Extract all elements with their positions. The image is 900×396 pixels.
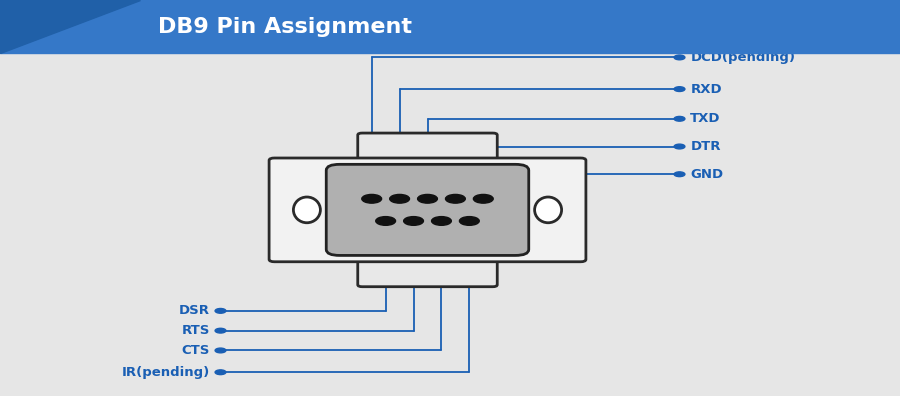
FancyBboxPatch shape [269,158,586,262]
Circle shape [432,217,451,225]
Circle shape [403,217,423,225]
Text: IR(pending): IR(pending) [122,366,210,379]
Text: TXD: TXD [690,112,721,125]
Text: RXD: RXD [690,83,722,95]
Ellipse shape [293,197,320,223]
Circle shape [459,217,479,225]
Circle shape [446,194,465,203]
FancyBboxPatch shape [357,255,497,287]
Text: GND: GND [690,168,724,181]
Circle shape [215,328,226,333]
Circle shape [674,144,685,149]
Bar [0,0,900,53]
FancyBboxPatch shape [357,133,497,165]
Text: DSR: DSR [179,305,210,317]
Text: DB9 Pin Assignment: DB9 Pin Assignment [158,17,411,37]
Text: DCD(pending): DCD(pending) [690,51,796,64]
Polygon shape [0,0,140,53]
Text: CTS: CTS [181,344,210,357]
Circle shape [674,116,685,121]
Circle shape [362,194,382,203]
Text: DTR: DTR [690,140,721,153]
Circle shape [418,194,437,203]
Circle shape [473,194,493,203]
Circle shape [674,172,685,177]
Circle shape [215,308,226,313]
Circle shape [674,87,685,91]
FancyBboxPatch shape [326,164,528,255]
Ellipse shape [535,197,562,223]
Circle shape [376,217,395,225]
Circle shape [215,370,226,375]
Circle shape [674,55,685,60]
Circle shape [215,348,226,353]
Text: RTS: RTS [181,324,210,337]
Circle shape [390,194,410,203]
